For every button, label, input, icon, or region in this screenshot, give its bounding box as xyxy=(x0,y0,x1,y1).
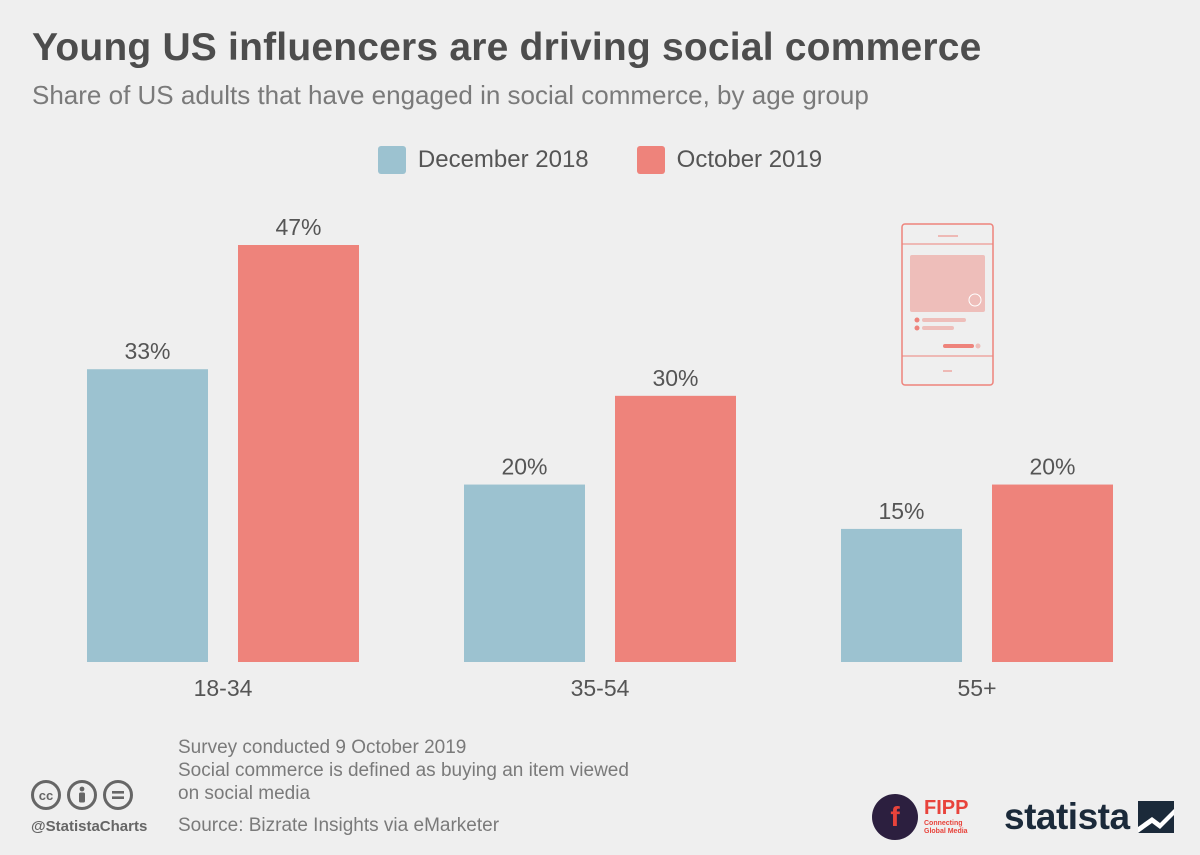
bar-october-2019-35-54 xyxy=(615,395,736,662)
phone-shopping-icon xyxy=(901,223,994,386)
data-label-october-2019-55+: 20% xyxy=(1029,454,1075,480)
data-label-december-2018-35-54: 20% xyxy=(501,454,547,480)
phone-text-line-1 xyxy=(922,318,966,322)
category-label-18-34: 18-34 xyxy=(194,675,253,701)
statista-logo[interactable]: statista xyxy=(1004,796,1174,838)
equals-glyph xyxy=(112,791,124,799)
bar-december-2018-35-54 xyxy=(464,484,585,662)
by-icon[interactable] xyxy=(67,780,97,810)
legend-label-october-2019: October 2019 xyxy=(676,146,823,173)
footnote-definition: Social commerce is defined as buying an … xyxy=(178,760,629,804)
legend-swatch-december-2018 xyxy=(377,146,406,174)
data-label-december-2018-18-34: 33% xyxy=(124,338,170,364)
chart-subtitle: Share of US adults that have engaged in … xyxy=(32,80,869,110)
legend: December 2018 October 2019 xyxy=(0,146,1200,174)
nd-icon[interactable] xyxy=(103,780,133,810)
fipp-wordmark: FIPP Connecting Global Media xyxy=(924,798,972,836)
legend-item-december-2018: December 2018 xyxy=(377,146,589,174)
bars-group: 33% 47% 18-34 20% 30% 35-54 15% 20% 55+ xyxy=(87,214,1113,701)
data-label-october-2019-35-54: 30% xyxy=(652,365,698,391)
legend-label-december-2018: December 2018 xyxy=(417,146,589,173)
statista-mark-icon xyxy=(1137,801,1174,833)
dollar-coin-icon xyxy=(968,293,982,307)
phone-text-line-2 xyxy=(922,326,954,330)
phone-cart-dot xyxy=(975,343,981,349)
phone-body xyxy=(901,223,994,386)
phone-bullet-2 xyxy=(914,325,920,331)
source-note: Source: Bizrate Insights via eMarketer xyxy=(178,815,500,836)
data-label-october-2019-18-34: 47% xyxy=(275,214,321,240)
fipp-name: FIPP xyxy=(924,797,969,819)
category-label-55+: 55+ xyxy=(957,675,996,701)
bar-october-2019-18-34 xyxy=(238,245,359,662)
phone-product-image xyxy=(910,255,985,312)
bar-chart: 33% 47% 18-34 20% 30% 35-54 15% 20% 55+ xyxy=(87,214,1113,701)
bar-october-2019-55+ xyxy=(992,484,1113,662)
fipp-mark-icon: f xyxy=(872,794,918,840)
category-label-35-54: 35-54 xyxy=(571,675,630,701)
footnotes: Survey conducted 9 October 2019 Social c… xyxy=(178,736,638,805)
legend-swatch-october-2019 xyxy=(636,146,665,174)
statista-charts-handle[interactable]: @StatistaCharts xyxy=(31,818,148,835)
fipp-tagline: Connecting Global Media xyxy=(924,820,968,835)
data-label-december-2018-55+: 15% xyxy=(878,498,924,524)
cc-icon[interactable]: cc xyxy=(31,780,61,810)
person-glyph xyxy=(79,786,85,803)
chart-title: Young US influencers are driving social … xyxy=(32,26,982,69)
license-icons: cc xyxy=(31,780,133,810)
bar-december-2018-18-34 xyxy=(87,369,208,662)
fipp-logo[interactable]: f FIPP Connecting Global Media xyxy=(872,794,972,840)
footnote-survey-date: Survey conducted 9 October 2019 xyxy=(178,737,467,758)
legend-item-october-2019: October 2019 xyxy=(636,146,823,174)
phone-bullet-1 xyxy=(914,317,920,323)
bar-december-2018-55+ xyxy=(841,528,962,662)
phone-buy-button xyxy=(943,344,974,348)
statista-wordmark: statista xyxy=(1004,796,1130,837)
